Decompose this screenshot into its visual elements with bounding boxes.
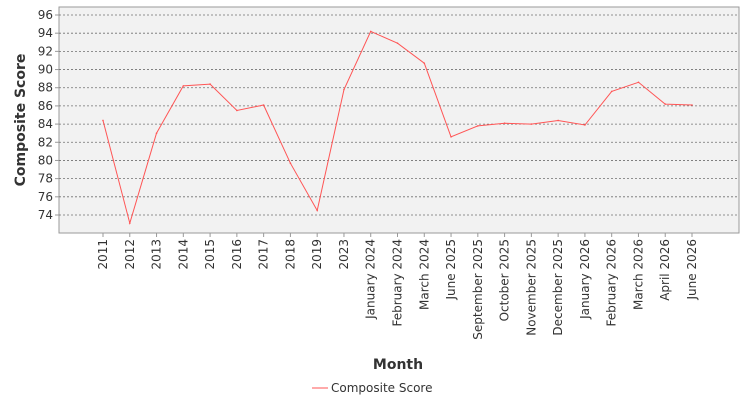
x-tick-label: June 2025 [444, 239, 458, 301]
legend: Composite Score [312, 381, 432, 395]
data-point [477, 125, 479, 127]
x-tick-label: September 2025 [471, 239, 485, 340]
x-axis-title: Month [373, 357, 423, 373]
data-point [262, 104, 265, 106]
y-tick-label: 78 [38, 172, 53, 186]
y-tick-label: 74 [38, 208, 53, 222]
x-tick-label: 2016 [230, 239, 244, 270]
data-point [236, 109, 238, 112]
x-tick-label: 2012 [123, 239, 137, 270]
x-tick-label: January 2026 [578, 239, 592, 320]
x-tick-label: 2011 [96, 239, 110, 270]
x-tick-label: 2023 [337, 239, 351, 270]
data-point [450, 136, 452, 138]
x-tick-label: February 2026 [605, 239, 619, 327]
x-tick-label: 2018 [283, 239, 297, 270]
data-point [396, 42, 399, 44]
data-point [530, 123, 533, 125]
series-layer [102, 30, 693, 226]
x-tick-label: 2015 [203, 239, 217, 270]
x-axis-ticks: 2011 2012 2013 2014 2015 2016 2017 2018 2019 2023… [96, 233, 699, 340]
data-point [343, 88, 345, 91]
y-axis-ticks: 74 76 78 80 82 84 86 88 90 92 94 96 [38, 8, 59, 222]
x-tick-label: 2019 [310, 239, 324, 270]
x-tick-label: March 2024 [417, 239, 431, 310]
data-point [182, 85, 185, 87]
y-axis-title: Composite Score [13, 54, 29, 187]
y-tick-label: 90 [38, 63, 53, 77]
y-tick-label: 94 [38, 26, 53, 40]
x-tick-label: November 2025 [524, 239, 538, 336]
data-point [637, 81, 640, 84]
x-tick-label: December 2025 [551, 239, 565, 336]
data-point [155, 132, 158, 134]
x-tick-label: March 2026 [631, 239, 645, 310]
y-tick-label: 80 [38, 153, 53, 167]
data-point [584, 124, 586, 126]
data-point [128, 222, 131, 224]
data-point [316, 209, 318, 212]
y-tick-label: 92 [38, 44, 53, 58]
x-tick-label: 2013 [150, 239, 164, 270]
legend-label: Composite Score [331, 381, 432, 395]
data-point [102, 119, 104, 122]
x-tick-label: October 2025 [498, 239, 512, 321]
data-point [369, 30, 372, 33]
data-point [503, 122, 506, 124]
data-point [664, 103, 667, 105]
data-point [289, 162, 292, 164]
x-tick-label: June 2026 [685, 239, 699, 301]
data-point [423, 62, 426, 64]
x-tick-label: February 2024 [391, 239, 405, 327]
plot-background [58, 6, 740, 234]
data-point [557, 119, 559, 122]
data-point [691, 104, 693, 106]
x-tick-label: 2014 [176, 239, 190, 270]
y-tick-label: 82 [38, 135, 53, 149]
data-point [610, 90, 613, 93]
y-tick-label: 76 [38, 190, 53, 204]
x-tick-label: April 2026 [658, 239, 672, 301]
data-point [209, 83, 211, 85]
y-tick-label: 96 [38, 8, 53, 22]
y-tick-label: 84 [38, 117, 53, 131]
x-tick-label: January 2024 [364, 239, 378, 320]
y-tick-label: 88 [38, 81, 53, 95]
x-tick-label: 2017 [257, 239, 271, 270]
y-tick-label: 86 [38, 99, 53, 113]
